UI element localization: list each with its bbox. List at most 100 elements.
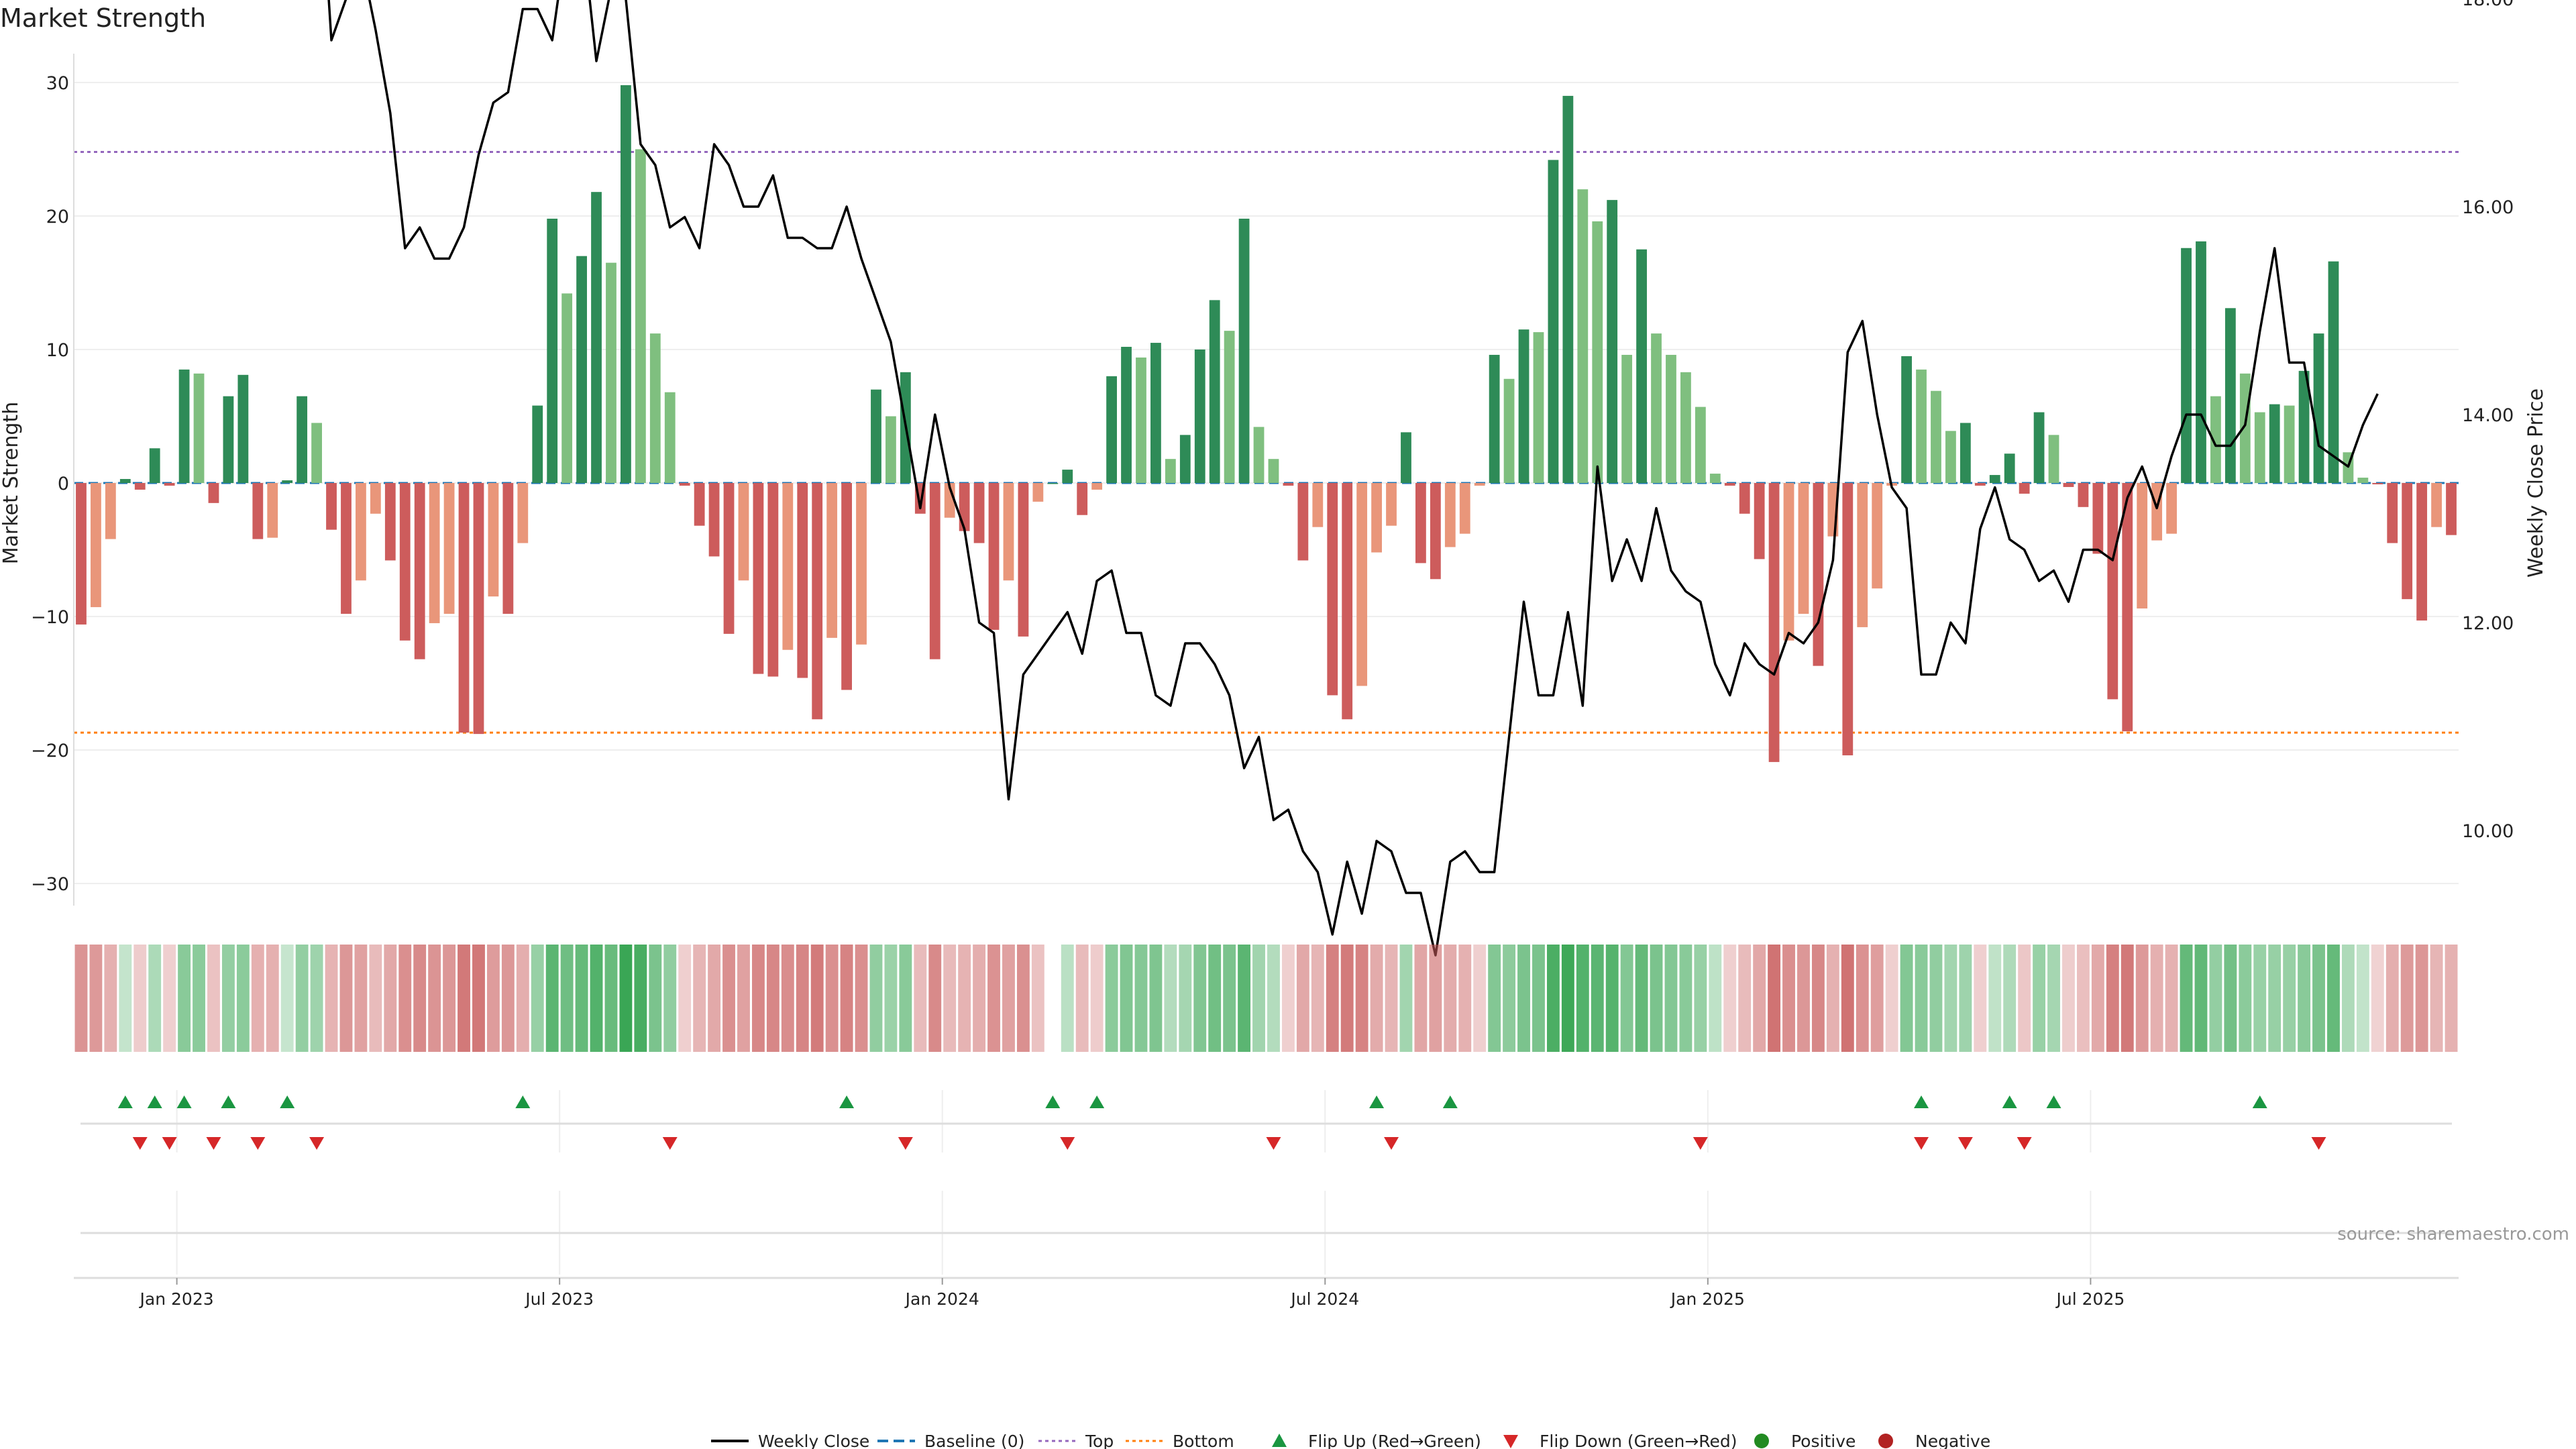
x-tick-label: Jul 2023	[524, 1289, 594, 1309]
heat-cell	[2385, 945, 2399, 1052]
flip-up-marker	[515, 1095, 531, 1108]
heat-cell	[1768, 945, 1781, 1052]
strength-bar	[885, 416, 896, 483]
heat-cell	[1208, 945, 1222, 1052]
strength-bar	[2402, 483, 2413, 600]
strength-bar	[1106, 376, 1117, 483]
flip-up-marker	[221, 1095, 236, 1108]
heat-cell	[2121, 945, 2134, 1052]
heat-cell	[766, 945, 780, 1052]
strength-bar	[326, 483, 337, 530]
strength-bar	[1974, 483, 1986, 486]
heat-cell	[2003, 945, 2017, 1052]
strength-bar	[2166, 483, 2177, 534]
heat-cell	[2356, 945, 2369, 1052]
strength-bars	[76, 85, 2457, 762]
y2-tick-label: 10.00	[2462, 821, 2514, 842]
strength-bar	[1297, 483, 1309, 561]
legend-label: Flip Up (Red→Green)	[1308, 1432, 1481, 1449]
strength-bar	[399, 483, 411, 641]
heat-cell	[193, 945, 205, 1052]
legend-flip-down-icon	[1503, 1435, 1518, 1448]
strength-bar	[119, 479, 131, 483]
heat-cell	[619, 945, 633, 1052]
strength-bar	[282, 480, 293, 483]
heat-cell	[1075, 945, 1089, 1052]
heat-cell	[2268, 945, 2282, 1052]
heat-cell	[751, 945, 765, 1052]
flip-down-marker	[1693, 1137, 1708, 1150]
strength-bar	[1872, 483, 1883, 589]
heat-cell	[781, 945, 794, 1052]
strength-bar	[164, 483, 175, 486]
heat-cell	[1061, 945, 1074, 1052]
heat-cell	[575, 945, 588, 1052]
strength-bar	[1931, 390, 1941, 483]
legend-label: Bottom	[1173, 1432, 1234, 1449]
strength-bar	[149, 448, 160, 483]
heat-cell	[693, 945, 706, 1052]
strength-bar	[2269, 404, 2280, 483]
strength-bar	[1577, 189, 1589, 483]
strength-bar	[517, 483, 529, 543]
strength-bar	[2416, 483, 2428, 621]
heat-cell	[2135, 945, 2149, 1052]
legend-flip-up-icon	[1272, 1434, 1287, 1447]
strength-bar	[1916, 369, 1927, 483]
heat-cell	[2445, 945, 2458, 1052]
y2-tick-label: 14.00	[2462, 405, 2514, 426]
heat-cell	[1281, 945, 1295, 1052]
heat-cell	[148, 945, 162, 1052]
heat-cell	[2091, 945, 2104, 1052]
strength-bar	[223, 396, 234, 483]
heat-cell	[1429, 945, 1442, 1052]
heat-cell	[2033, 945, 2046, 1052]
heat-cell	[74, 945, 88, 1052]
heat-cell	[2415, 945, 2428, 1052]
strength-bar	[488, 483, 499, 597]
strength-bar	[1651, 333, 1662, 483]
heat-cell	[251, 945, 264, 1052]
heat-cell	[1679, 945, 1693, 1052]
y-tick-label: −10	[31, 607, 69, 628]
strength-bar	[1136, 357, 1146, 483]
heat-cell	[2194, 945, 2208, 1052]
heat-cell	[1517, 945, 1530, 1052]
strength-bar	[311, 423, 322, 483]
flip-markers-panel	[80, 1090, 2452, 1275]
flip-down-marker	[2311, 1137, 2326, 1150]
strength-bar	[797, 483, 808, 678]
strength-bar	[1444, 483, 1456, 547]
heat-cell	[2209, 945, 2222, 1052]
heat-cell	[2180, 945, 2193, 1052]
strength-bar	[2122, 483, 2133, 732]
heat-cell	[178, 945, 191, 1052]
heat-cell	[1326, 945, 1339, 1052]
heat-cell	[2076, 945, 2090, 1052]
heat-cell	[2062, 945, 2075, 1052]
strength-bar	[1739, 483, 1750, 514]
legend-item-dash: Baseline (0)	[877, 1432, 1024, 1449]
strength-bar	[1062, 470, 1073, 483]
strength-bar	[2181, 248, 2192, 483]
y-tick-label: 0	[58, 474, 69, 494]
strength-bar	[1503, 378, 1515, 483]
heat-cell	[869, 945, 883, 1052]
strength-bar	[502, 483, 514, 614]
heat-cell	[590, 945, 603, 1052]
heat-cell	[2283, 945, 2296, 1052]
legend-item-neg: Negative	[1878, 1432, 1990, 1449]
heat-cell	[708, 945, 721, 1052]
heat-cell	[163, 945, 176, 1052]
strength-bar	[1032, 483, 1044, 502]
heat-cell	[1488, 945, 1501, 1052]
strength-bar	[1533, 332, 1544, 483]
heat-cell	[2371, 945, 2384, 1052]
heat-cell	[1532, 945, 1545, 1052]
heat-cell	[1399, 945, 1413, 1052]
flip-down-marker	[2017, 1137, 2032, 1150]
heat-cell	[119, 945, 132, 1052]
strength-bar	[1621, 354, 1633, 483]
heat-cell	[1385, 945, 1398, 1052]
strength-bar	[1960, 423, 1971, 483]
